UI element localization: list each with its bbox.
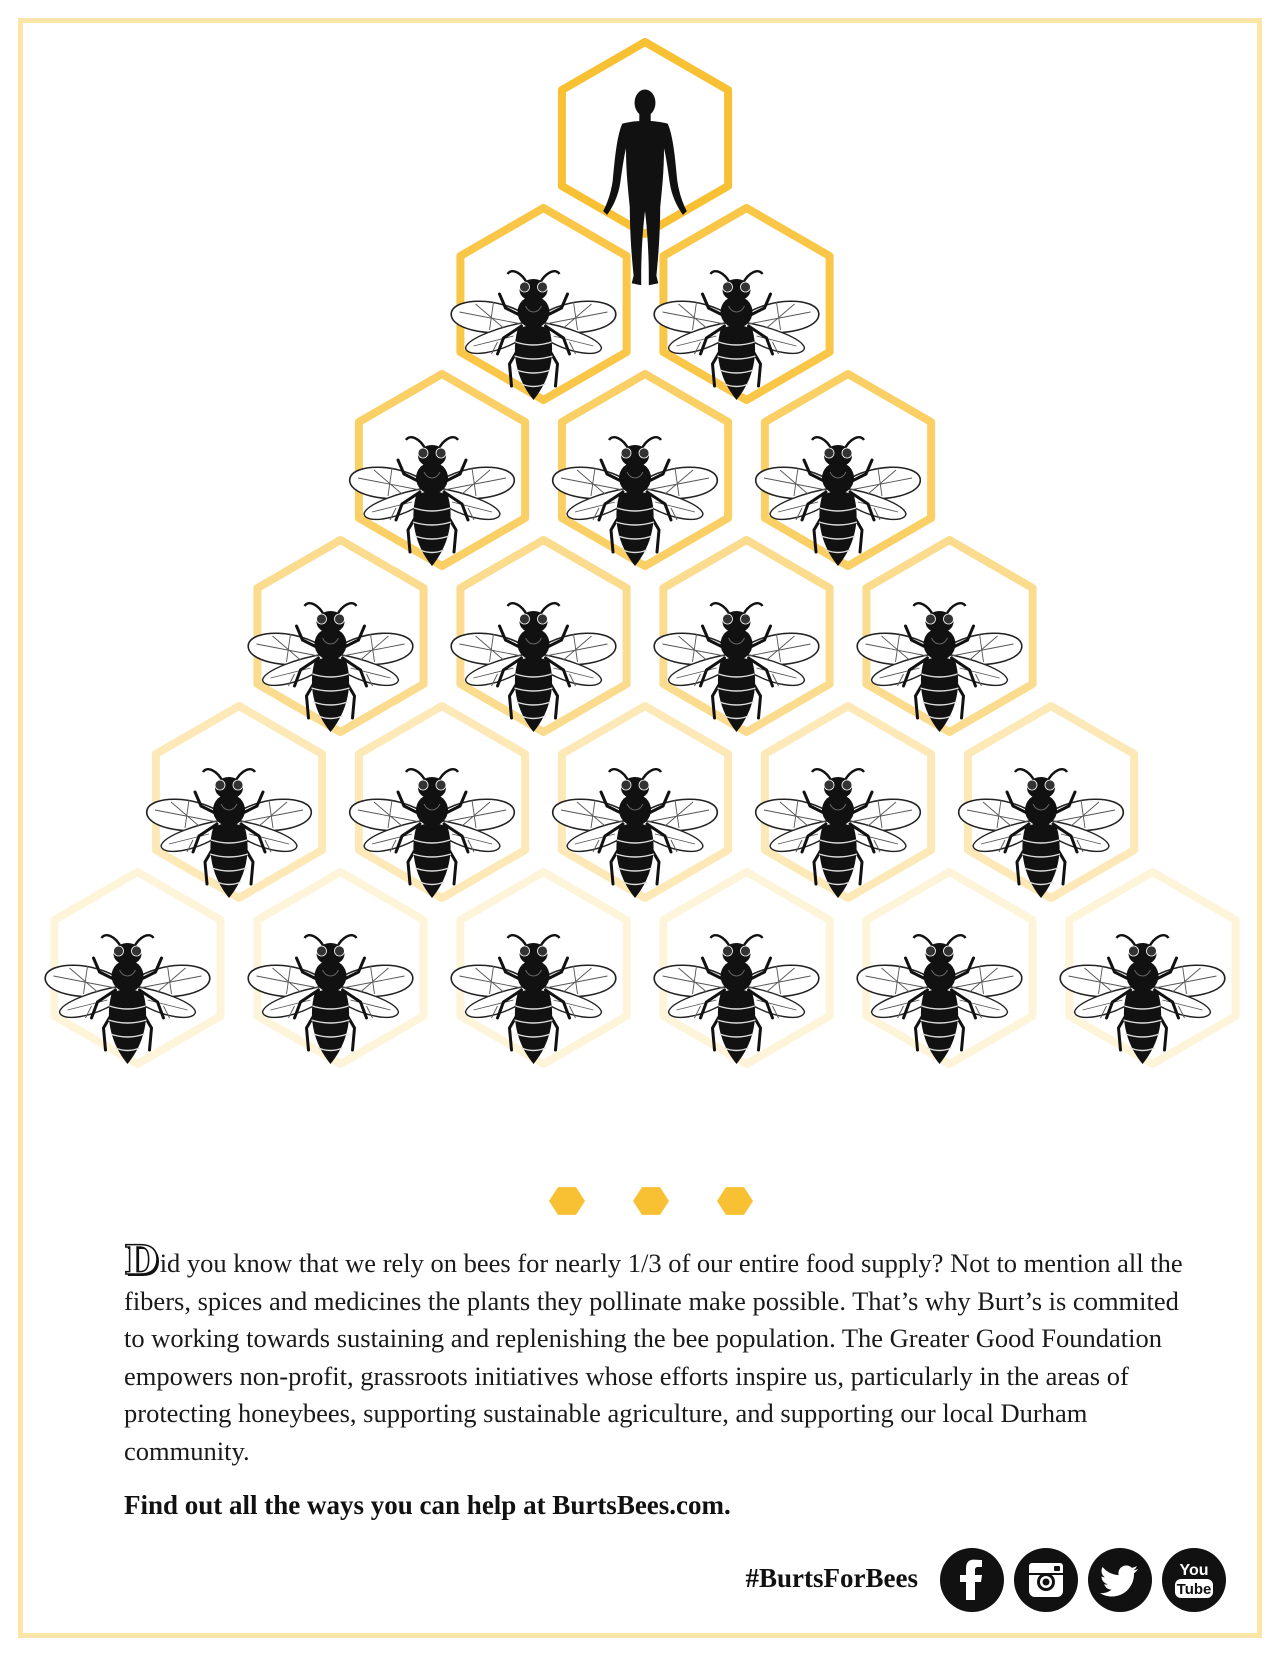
bee-icon [652,269,821,402]
hexagon-cell [1065,868,1240,1068]
bee-icon [855,601,1024,734]
hexagon-dot [549,1187,585,1215]
hexagon-cell [760,370,936,570]
instagram-icon [1029,1563,1063,1597]
hexagon-cell [151,702,327,902]
instagram-button[interactable] [1014,1548,1078,1612]
hexagon-dots-divider [549,1187,753,1215]
bee-icon [145,767,313,900]
call-to-action: Find out all the ways you can help at Bu… [124,1490,731,1520]
bee-icon [652,933,821,1066]
bee-icon [348,435,516,568]
bee-icon [551,767,719,900]
facebook-icon [960,1559,982,1600]
body-paragraph: Did you know that we rely on bees for ne… [123,1237,1204,1471]
youtube-label-bottom: Tube [1177,1581,1212,1598]
bee-icon [449,269,618,402]
drop-cap-letter: D [123,1237,159,1284]
bee-icon [957,767,1125,900]
hexagon-cell [862,536,1037,736]
hexagon-cell [456,868,631,1068]
bee-icon [43,933,212,1066]
body-text: id you know that we rely on bees for nea… [124,1248,1183,1466]
hexagon-cell [456,536,631,736]
hexagon-dot [717,1187,753,1215]
bee-icon [754,767,922,900]
social-links: You Tube [940,1548,1230,1616]
bee-icon [551,435,719,568]
youtube-icon: You Tube [1175,1562,1213,1598]
hexagon-cell [354,370,530,570]
hashtag: #BurtsForBees [745,1563,918,1593]
hexagon-cell [862,868,1037,1068]
hexagon-cell [253,868,428,1068]
hexagon-cell [456,204,631,404]
bee-icon [1058,933,1227,1066]
bee-icon [348,767,516,900]
youtube-button[interactable]: You Tube [1162,1548,1226,1612]
hexagon-cell [760,702,936,902]
hexagon-cell [659,868,834,1068]
bee-icon [754,435,922,568]
hexagon-cell [963,702,1139,902]
bee-icon [449,933,618,1066]
human-silhouette-icon [603,89,687,286]
bee-icon [449,601,618,734]
twitter-icon [1099,1565,1138,1597]
page-frame [18,18,1262,1638]
bee-icon [855,933,1024,1066]
hexagon-cell [659,536,834,736]
hexagon-cell [253,536,428,736]
hexagon-cell [50,868,225,1068]
youtube-label-top: You [1179,1562,1208,1579]
hexagon-cell [354,702,530,902]
hexagon-cell [659,204,834,404]
hexagon-cell [557,702,733,902]
bee-icon [246,933,415,1066]
hexagon-cell [557,38,733,238]
hexagon-cell [557,370,733,570]
hexagon-cells [50,38,1240,1068]
bee-icon [652,601,821,734]
twitter-button[interactable] [1088,1548,1152,1612]
bee-icon [246,601,415,734]
facebook-button[interactable] [940,1548,1004,1612]
honeycomb-pyramid [43,38,1240,1068]
hexagon-dot [633,1187,669,1215]
